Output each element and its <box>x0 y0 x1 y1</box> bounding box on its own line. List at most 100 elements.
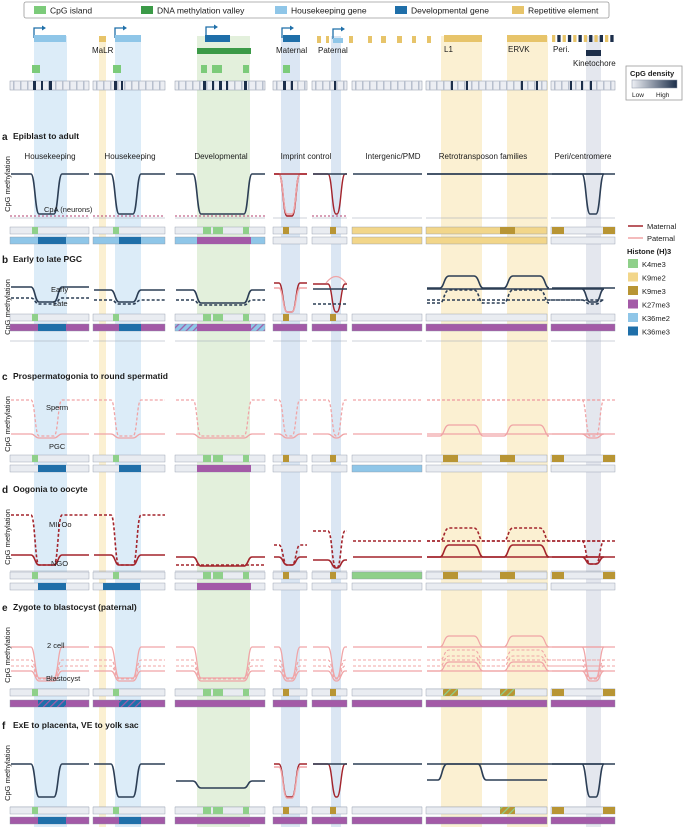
label-paternal: Paternal <box>318 46 348 55</box>
paternal-label: Paternal <box>647 234 675 243</box>
label-l1: L1 <box>444 45 453 54</box>
histone-mark <box>603 689 615 696</box>
histone-bar-3 <box>272 571 308 580</box>
peri-repeat-8 <box>594 35 598 42</box>
histone-mark <box>283 807 289 814</box>
imprint-f-m2 <box>313 763 347 798</box>
histone-mark <box>213 807 223 814</box>
methylation-curve-6 <box>427 540 605 565</box>
density-high <box>226 81 228 90</box>
shade-band-8 <box>99 36 106 827</box>
density-high <box>291 81 293 90</box>
methylation-curve-2 <box>176 399 265 437</box>
histone-mark <box>443 572 458 579</box>
rep-element-7 <box>427 36 431 43</box>
histone-bar-4 <box>311 313 348 322</box>
column-header-5: Retrotransposon families <box>439 152 527 161</box>
histone-bar-1 <box>92 688 166 697</box>
histone-bar-5 <box>351 313 423 322</box>
histone-mark <box>32 689 38 696</box>
methylation-curve-3 <box>274 670 307 682</box>
peri-repeat-11 <box>610 35 614 42</box>
methylation-curve-2 <box>176 433 265 439</box>
cpg-density-low: Low <box>632 92 644 99</box>
histone-mark <box>103 583 140 590</box>
methylation-curve-3 <box>274 556 307 566</box>
methylation-curve-6 <box>427 399 605 437</box>
density-tick <box>336 81 338 90</box>
density-high <box>581 81 583 90</box>
histone-mark <box>38 324 66 331</box>
column-header-1: Housekeeping <box>104 152 155 161</box>
annotation-blastocyst: Blastocyst <box>46 674 81 683</box>
cpg-island-0 <box>32 65 40 73</box>
histone-mark <box>113 314 119 321</box>
density-tick <box>262 81 264 90</box>
density-tick <box>192 81 194 90</box>
histone-mark <box>330 227 336 234</box>
column-header-4: Intergenic/PMD <box>365 152 420 161</box>
methylation-curve-6 <box>427 299 605 305</box>
histone-mark <box>38 465 66 472</box>
methylation-curve-2 <box>176 670 265 682</box>
methylation-curve-3 <box>274 433 307 439</box>
kinetochore-block <box>586 50 601 56</box>
hk-gene-2 <box>115 35 141 42</box>
density-high <box>334 81 336 90</box>
density-tick <box>362 81 364 90</box>
methylation-curve-3 <box>274 659 307 679</box>
hk-gene-1 <box>34 35 66 42</box>
histone-mark <box>203 314 211 321</box>
density-tick <box>304 81 306 90</box>
legend-label-3: Developmental gene <box>411 6 489 16</box>
tss-arrow <box>33 27 44 38</box>
histone-swatch-3 <box>628 299 638 309</box>
methylation-curve-2 <box>176 173 265 215</box>
density-high <box>114 81 117 90</box>
histone-mark <box>500 572 515 579</box>
density-tick <box>124 81 126 90</box>
histone-mark <box>243 807 249 814</box>
retro-curve <box>427 275 550 289</box>
density-tick <box>206 81 208 90</box>
methylation-curve-2 <box>176 646 265 679</box>
methylation-curve-1 <box>94 763 165 798</box>
histone-label-2: K9me3 <box>642 287 666 296</box>
methylation-curve-3 <box>274 544 307 566</box>
histone-mark <box>243 314 249 321</box>
peri-repeat-1 <box>557 35 561 42</box>
methylation-curve-2 <box>176 780 265 789</box>
density-high <box>121 81 123 90</box>
density-tick <box>117 81 119 90</box>
histone-bar-0 <box>9 571 90 580</box>
density-tick <box>596 81 598 90</box>
tss-arrow-head <box>42 25 46 31</box>
histone-bar-6 <box>425 323 548 332</box>
density-bar-5 <box>351 80 423 91</box>
density-tick <box>457 81 459 90</box>
density-tick <box>315 81 317 90</box>
peri-repeat-9 <box>599 35 603 42</box>
cpg-density-gradient-bar <box>631 79 678 89</box>
density-high <box>49 81 52 90</box>
retro-curve <box>427 655 550 667</box>
density-tick <box>404 81 406 90</box>
tss-arrow <box>205 26 216 37</box>
histone-mark <box>119 324 141 331</box>
density-high <box>244 81 247 90</box>
methylation-curve-4 <box>313 399 347 437</box>
histone-mark <box>500 689 515 696</box>
annotation-early: Early <box>51 285 68 294</box>
density-tick <box>589 81 591 90</box>
histone-bar-7 <box>550 816 616 825</box>
methylation-curve-1 <box>94 659 165 679</box>
dev-gene <box>205 35 230 42</box>
panel-title-a: Epiblast to adult <box>13 131 79 141</box>
panel-letter-f: f <box>2 721 6 732</box>
histone-bar-2 <box>174 816 266 825</box>
histone-bar-3 <box>272 806 308 815</box>
density-tick <box>234 81 236 90</box>
histone-bar-7 <box>550 464 616 473</box>
methylation-curve-6 <box>427 173 605 215</box>
peri-repeat-10 <box>605 35 609 42</box>
